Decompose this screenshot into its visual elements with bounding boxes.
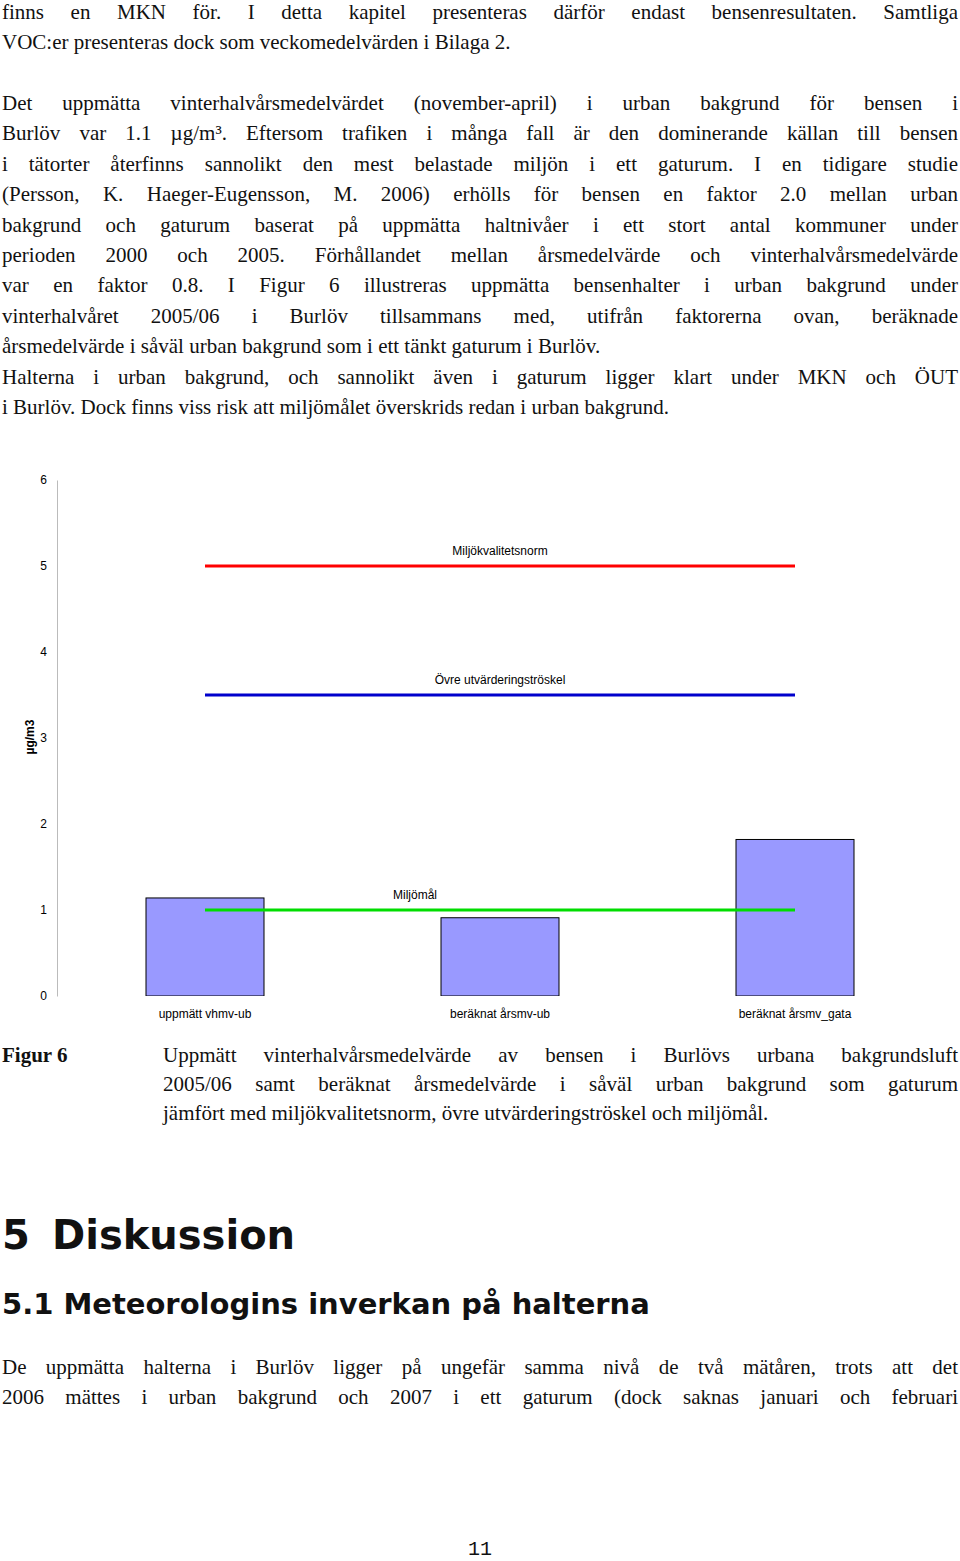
bar [736, 839, 854, 996]
y-tick-label: 5 [40, 559, 47, 573]
subsection-heading: 5.1 Meteorologins inverkan på halterna [2, 1287, 650, 1321]
section-number: 5 [2, 1212, 52, 1258]
page: finns en MKN för. I detta kapitel presen… [0, 0, 960, 1561]
line [205, 565, 795, 568]
page-number: 11 [468, 1538, 492, 1561]
y-tick-label: 3 [40, 731, 47, 745]
chart: 0 1 2 3 4 5 6 µg/m3 uppmätt vhmv-ub beräknat årsm… [0, 460, 960, 1040]
subsection-title: Meteorologins inverkan på halterna [63, 1287, 649, 1321]
line [205, 694, 795, 697]
y-tick: 1 [40, 903, 57, 917]
text-line: finns en MKN för. I detta kapitel presen… [2, 0, 958, 24]
y-tick: 0 [40, 989, 57, 1003]
y-tick: 4 [40, 645, 57, 659]
series-label: Miljömål [393, 888, 437, 902]
y-axis-line [57, 481, 58, 997]
x-tick: beräknat årsmv_gata [739, 996, 852, 1021]
y-tick-label: 1 [40, 903, 47, 917]
y-tick: 6 [40, 473, 57, 487]
bar [146, 898, 264, 996]
text-line: VOC:er presenteras dock som veckomedelvä… [2, 30, 958, 54]
text-line: Det uppmätta vinterhalvårsmedelvärdet (n… [2, 91, 958, 115]
y-tick: 2 [40, 817, 57, 831]
text-line: jämfört med miljökvalitetsnorm, övre utv… [163, 1101, 958, 1125]
series-label: Övre utvärderingströskel [435, 673, 566, 687]
text-line: i Burlöv. Dock finns viss risk att miljö… [2, 395, 958, 419]
x-tick: uppmätt vhmv-ub [159, 996, 252, 1021]
y-tick: 5 [40, 559, 57, 573]
y-tick-label: 0 [40, 989, 47, 1003]
subsection-number: 5.1 [2, 1287, 53, 1321]
y-tick: 3 [40, 731, 57, 745]
x-tick: beräknat årsmv-ub [450, 996, 550, 1021]
text-line: De uppmätta halterna i Burlöv ligger på … [2, 1355, 958, 1379]
series-label: Miljökvalitetsnorm [452, 544, 547, 558]
y-tick-label: 2 [40, 817, 47, 831]
text-line: 2006 mättes i urban bakgrund och 2007 i … [2, 1385, 958, 1409]
bar [441, 918, 559, 996]
plot-area [146, 566, 854, 996]
text-line: Burlöv var 1.1 µg/m³. Eftersom trafiken … [2, 121, 958, 145]
y-axis: 0 1 2 3 4 5 6 [40, 473, 57, 1003]
figure-label: Figur 6 [2, 1043, 68, 1067]
x-tick-label: uppmätt vhmv-ub [159, 1007, 252, 1021]
text-line: Uppmätt vinterhalvårsmedelvärde av bense… [163, 1043, 958, 1067]
text-line: (Persson, K. Haeger-Eugensson, M. 2006) … [2, 182, 958, 206]
text-line: 2005/06 samt beräknat årsmedelvärde i så… [163, 1072, 958, 1096]
text-line: årsmedelvärde i såväl urban bakgrund som… [2, 334, 958, 358]
text-line: vinterhalvåret 2005/06 i Burlöv tillsamm… [2, 304, 958, 328]
y-axis-title: µg/m3 [23, 719, 37, 754]
text-line: var en faktor 0.8. I Figur 6 illustreras… [2, 273, 958, 297]
section-heading: 5Diskussion [2, 1212, 295, 1258]
line [205, 909, 795, 912]
x-axis: uppmätt vhmv-ub beräknat årsmv-ub beräknat… [159, 996, 852, 1021]
text-line: perioden 2000 och 2005. Förhållandet mel… [2, 243, 958, 267]
x-tick-label: beräknat årsmv-ub [450, 1007, 550, 1021]
text-line: i tätorter återfinns sannolikt den mest … [2, 152, 958, 176]
x-tick-label: beräknat årsmv_gata [739, 1007, 852, 1021]
y-tick-label: 6 [40, 473, 47, 487]
section-title: Diskussion [52, 1212, 295, 1258]
y-tick-label: 4 [40, 645, 47, 659]
text-line: bakgrund och gaturum baserat på uppmätta… [2, 213, 958, 237]
text-line: Halterna i urban bakgrund, och sannolikt… [2, 365, 958, 389]
